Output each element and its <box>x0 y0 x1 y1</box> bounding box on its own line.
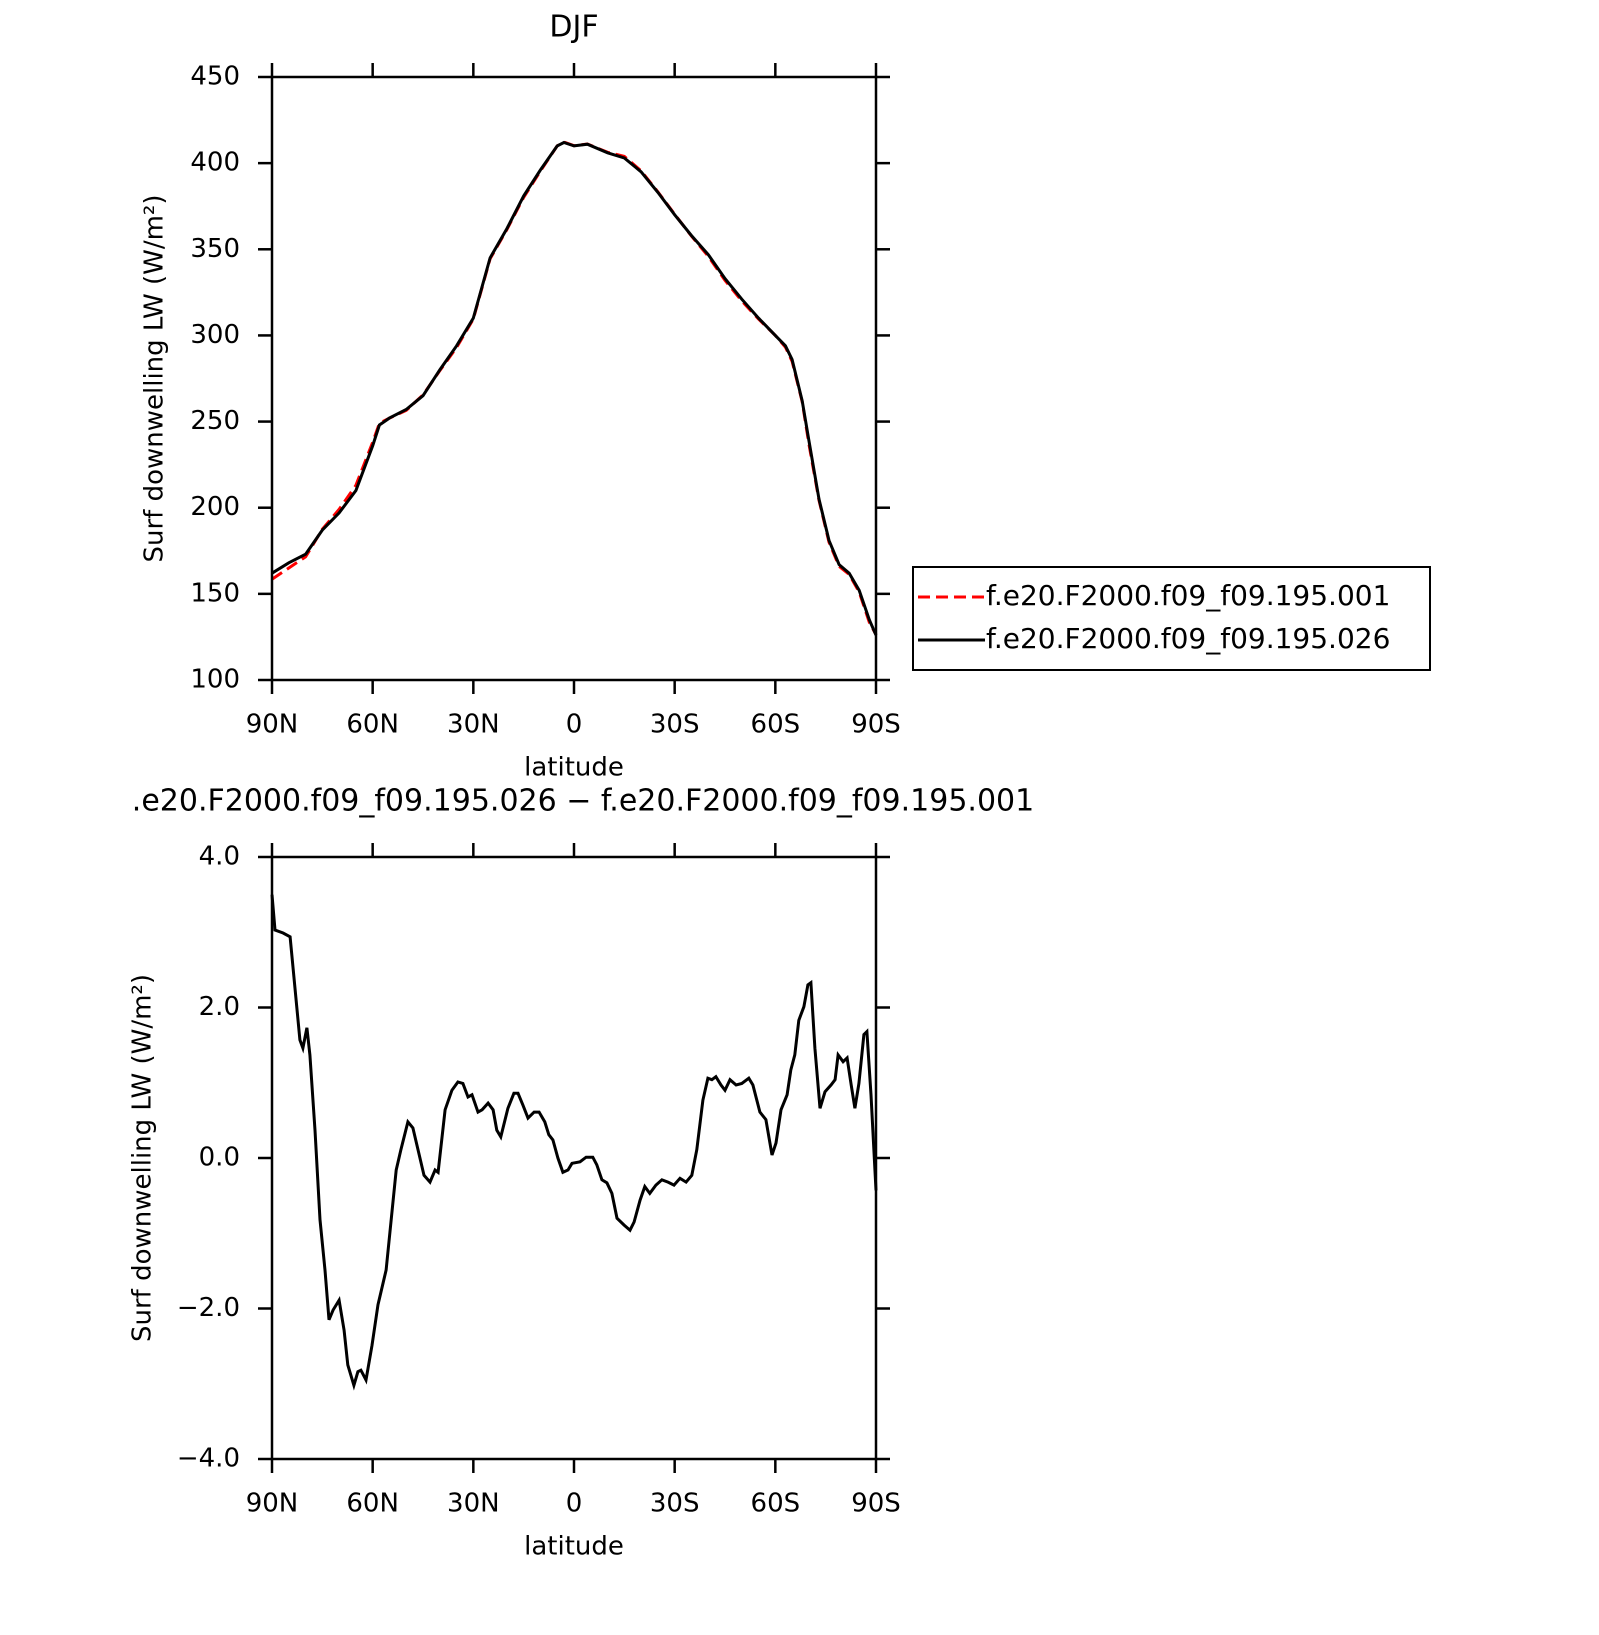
x-tick-label: 30S <box>650 710 700 740</box>
y-tick-label: 400 <box>190 148 240 178</box>
y-tick-label: −4.0 <box>177 1444 240 1474</box>
x-tick-label: 90S <box>851 1489 901 1519</box>
y-tick-label: 100 <box>190 665 240 695</box>
x-tick-label: 30S <box>650 1489 700 1519</box>
legend-box <box>912 566 1431 671</box>
data-line <box>271 140 878 636</box>
y-tick-label: 300 <box>190 320 240 350</box>
x-tick-label: 30N <box>447 710 500 740</box>
x-axis-label: latitude <box>524 753 624 783</box>
legend-label: f.e20.F2000.f09_f09.195.026 <box>986 622 1390 655</box>
y-tick-label: 4.0 <box>199 842 240 872</box>
x-tick-label: 60S <box>751 1489 801 1519</box>
x-tick-label: 30N <box>447 1489 500 1519</box>
y-axis-label: Surf downwelling LW (W/m²) <box>140 195 170 563</box>
data-line <box>271 140 878 636</box>
x-tick-label: 90N <box>246 1489 299 1519</box>
x-tick-label: 90N <box>246 710 299 740</box>
x-tick-label: 60N <box>346 1489 399 1519</box>
chart-title: .e20.F2000.f09_f09.195.026 − f.e20.F2000… <box>132 784 1034 819</box>
plot-frame <box>270 75 878 682</box>
x-tick-label: 90S <box>851 710 901 740</box>
legend-label: f.e20.F2000.f09_f09.195.001 <box>986 579 1390 612</box>
y-tick-label: 200 <box>190 492 240 522</box>
x-tick-label: 60S <box>751 710 801 740</box>
x-tick-label: 0 <box>566 1489 583 1519</box>
y-tick-label: 450 <box>190 62 240 92</box>
y-axis-label: Surf downwelling LW (W/m²) <box>128 974 158 1342</box>
y-tick-label: 350 <box>190 234 240 264</box>
y-tick-label: 2.0 <box>199 992 240 1022</box>
y-tick-label: 150 <box>190 578 240 608</box>
y-tick-label: 250 <box>190 406 240 436</box>
x-axis-label: latitude <box>524 1532 624 1562</box>
plot-frame <box>270 855 878 1461</box>
x-tick-label: 0 <box>566 710 583 740</box>
y-tick-label: −2.0 <box>177 1293 240 1323</box>
x-tick-label: 60N <box>346 710 399 740</box>
chart-title: DJF <box>549 10 598 45</box>
y-tick-label: 0.0 <box>199 1143 240 1173</box>
data-line <box>270 894 878 1391</box>
